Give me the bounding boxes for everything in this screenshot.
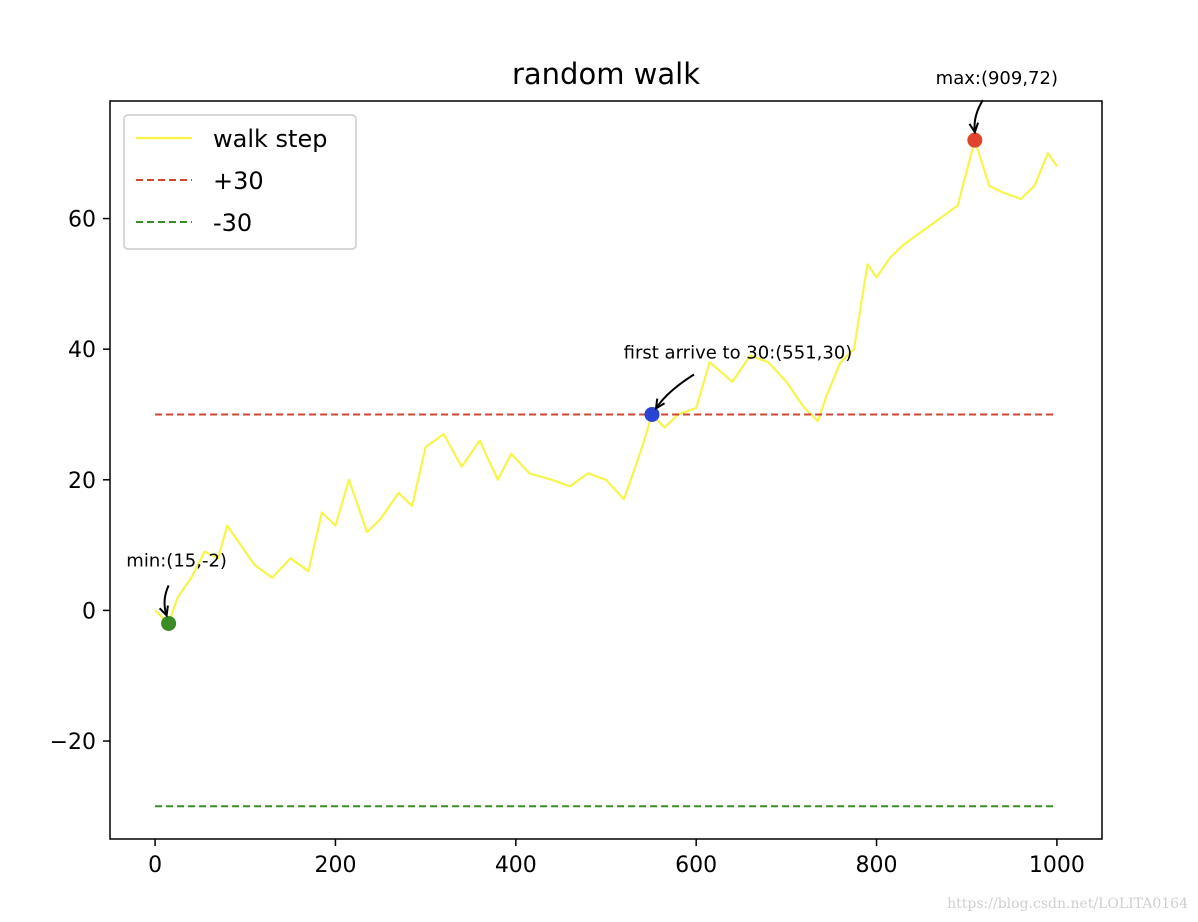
legend-box [123,114,357,250]
x-axis: 0 200 400 600 800 1000 [148,839,1085,878]
legend-label-walk-step: walk step [213,125,327,153]
annotation-label: max:(909,72) [936,68,1058,89]
series-line-walk-step [154,139,1058,625]
series-layer [154,139,1058,808]
annotation-label: first arrive to 30:(551,30) [624,342,853,363]
y-axis: −20 0 20 40 60 [50,208,110,755]
annotation-arrowhead [968,122,979,135]
annotation-arrow [973,99,984,133]
x-tick-label: 200 [314,853,356,878]
x-tick-label: 600 [675,853,717,878]
x-tick-label: 1000 [1029,853,1085,878]
y-tick-label: 0 [82,599,96,624]
x-tick-label: 400 [495,853,537,878]
legend-label-minus30: -30 [213,209,252,237]
annotation-arrow [655,373,695,410]
points-layer [161,132,983,631]
annotations-layer: min:(15,-2) first arrive to 30:(551,30) ma… [126,68,1058,618]
plot-frame [109,100,1103,840]
marker-max [967,132,983,148]
chart-title: random walk [512,57,700,91]
annotation-arrowhead [158,605,169,618]
annotation-arrowhead [654,398,666,411]
x-tick-label: 800 [856,853,898,878]
marker-min [161,615,177,631]
annotation-arrow [163,585,170,616]
marker-first [644,406,660,422]
legend-label-plus30: +30 [213,167,264,195]
y-tick-label: 60 [68,208,96,233]
legend: walk step +30 -30 [123,114,357,250]
annotation-label: min:(15,-2) [126,550,227,571]
y-tick-label: −20 [50,730,96,755]
y-tick-label: 20 [68,469,96,494]
x-tick-label: 0 [148,853,162,878]
y-tick-label: 40 [68,338,96,363]
watermark: https://blog.csdn.net/LOLITA0164 [947,896,1188,912]
